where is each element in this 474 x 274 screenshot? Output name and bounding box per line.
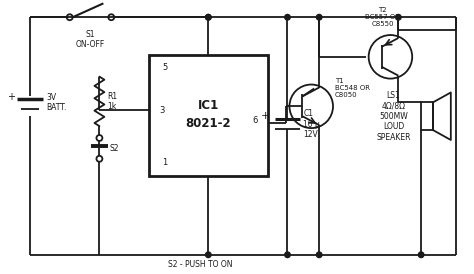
Text: 8021-2: 8021-2 <box>185 117 231 130</box>
Text: 3: 3 <box>159 106 164 115</box>
Text: +: + <box>261 111 271 121</box>
Text: T1
BC548 OR
C8050: T1 BC548 OR C8050 <box>335 78 370 98</box>
Text: C1
10 μ
12V: C1 10 μ 12V <box>303 109 320 139</box>
Circle shape <box>206 15 211 20</box>
Bar <box>421 102 433 130</box>
Circle shape <box>316 252 322 258</box>
Text: LS1
4Ω/8Ω
500MW
LOUD
SPEAKER: LS1 4Ω/8Ω 500MW LOUD SPEAKER <box>376 91 410 141</box>
Circle shape <box>419 252 424 258</box>
Text: 1: 1 <box>162 158 167 167</box>
Text: 3V
BATT.: 3V BATT. <box>46 93 66 112</box>
Text: IC1: IC1 <box>198 99 219 112</box>
Text: S2: S2 <box>109 144 119 153</box>
Circle shape <box>316 15 322 20</box>
Text: 6: 6 <box>252 116 257 125</box>
Circle shape <box>285 252 290 258</box>
Circle shape <box>285 15 290 20</box>
Polygon shape <box>433 92 451 140</box>
Text: S1
ON-OFF: S1 ON-OFF <box>76 30 105 50</box>
Circle shape <box>396 15 401 20</box>
Text: S2 - PUSH TO ON: S2 - PUSH TO ON <box>168 260 233 269</box>
Text: R1
1k: R1 1k <box>107 92 118 111</box>
Circle shape <box>206 15 211 20</box>
Text: 5: 5 <box>162 63 167 72</box>
Text: +: + <box>7 92 15 102</box>
Text: T2
BC557 OR
C8550: T2 BC557 OR C8550 <box>365 7 400 27</box>
Bar <box>149 55 268 176</box>
Circle shape <box>206 252 211 258</box>
